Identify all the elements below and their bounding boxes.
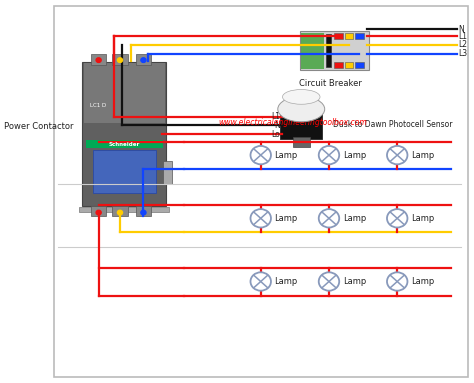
Bar bbox=[334, 33, 343, 39]
Text: N: N bbox=[458, 25, 464, 34]
Bar bbox=[345, 33, 353, 39]
Bar bbox=[136, 54, 151, 65]
Bar bbox=[112, 206, 128, 216]
Circle shape bbox=[319, 272, 339, 291]
Circle shape bbox=[250, 209, 271, 228]
FancyBboxPatch shape bbox=[93, 150, 156, 193]
Text: L1: L1 bbox=[458, 32, 467, 41]
Bar bbox=[84, 63, 165, 123]
Circle shape bbox=[250, 146, 271, 164]
Text: Lamp: Lamp bbox=[411, 214, 434, 223]
Bar bbox=[301, 33, 324, 69]
Circle shape bbox=[141, 58, 146, 62]
Bar bbox=[355, 33, 364, 39]
Circle shape bbox=[387, 209, 408, 228]
Circle shape bbox=[319, 209, 339, 228]
Bar bbox=[327, 34, 331, 67]
Text: L3: L3 bbox=[458, 49, 467, 58]
Circle shape bbox=[96, 210, 101, 215]
Circle shape bbox=[250, 272, 271, 291]
Bar bbox=[293, 137, 310, 147]
Text: Lamp: Lamp bbox=[411, 151, 434, 160]
Text: Lamp: Lamp bbox=[274, 277, 298, 286]
Circle shape bbox=[141, 210, 146, 215]
FancyBboxPatch shape bbox=[54, 6, 468, 377]
Bar bbox=[334, 62, 343, 68]
FancyBboxPatch shape bbox=[82, 62, 166, 206]
Bar bbox=[136, 206, 151, 216]
Bar bbox=[86, 140, 163, 148]
Text: Lamp: Lamp bbox=[274, 214, 298, 223]
Circle shape bbox=[319, 146, 339, 164]
Text: Power Contactor: Power Contactor bbox=[3, 123, 73, 131]
Text: Dusk to Dawn Photocell Sensor: Dusk to Dawn Photocell Sensor bbox=[333, 120, 453, 129]
Bar bbox=[355, 62, 364, 68]
Circle shape bbox=[118, 58, 123, 62]
Circle shape bbox=[96, 58, 101, 62]
Text: Lamp: Lamp bbox=[411, 277, 434, 286]
Text: L2: L2 bbox=[458, 40, 467, 49]
Ellipse shape bbox=[278, 97, 325, 122]
Text: Lamp: Lamp bbox=[343, 151, 366, 160]
Text: Schneider: Schneider bbox=[109, 141, 140, 147]
Bar bbox=[345, 62, 353, 68]
Ellipse shape bbox=[283, 90, 320, 104]
Bar bbox=[163, 161, 172, 184]
Text: Lamp: Lamp bbox=[343, 277, 366, 286]
Bar bbox=[91, 54, 106, 65]
Text: Lo: Lo bbox=[271, 129, 280, 139]
Bar bbox=[91, 206, 106, 216]
Text: Lamp: Lamp bbox=[274, 151, 298, 160]
Bar bbox=[112, 54, 128, 65]
Bar bbox=[80, 207, 169, 212]
FancyBboxPatch shape bbox=[280, 111, 322, 139]
Text: Circuit Breaker: Circuit Breaker bbox=[299, 79, 362, 87]
Circle shape bbox=[387, 272, 408, 291]
Text: L1: L1 bbox=[271, 112, 280, 121]
Text: www.electricalengineeringtoolbox.com: www.electricalengineeringtoolbox.com bbox=[219, 118, 367, 127]
Text: N: N bbox=[274, 121, 280, 130]
Circle shape bbox=[387, 146, 408, 164]
Circle shape bbox=[118, 210, 123, 215]
Text: Lamp: Lamp bbox=[343, 214, 366, 223]
FancyBboxPatch shape bbox=[300, 31, 369, 70]
Text: LC1 D: LC1 D bbox=[90, 103, 106, 108]
